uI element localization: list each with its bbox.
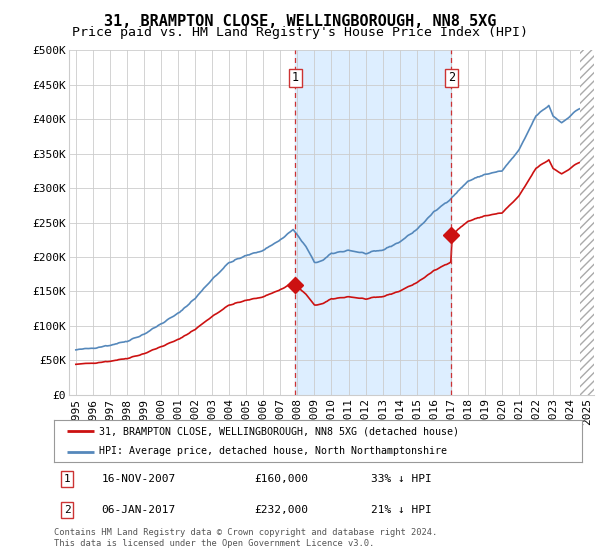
Text: 1: 1 bbox=[64, 474, 71, 484]
Bar bbox=[295, 50, 451, 395]
Text: 33% ↓ HPI: 33% ↓ HPI bbox=[371, 474, 431, 484]
Text: 06-JAN-2017: 06-JAN-2017 bbox=[101, 505, 176, 515]
Text: £160,000: £160,000 bbox=[254, 474, 308, 484]
Text: 2: 2 bbox=[448, 72, 455, 85]
Text: 21% ↓ HPI: 21% ↓ HPI bbox=[371, 505, 431, 515]
Text: 16-NOV-2007: 16-NOV-2007 bbox=[101, 474, 176, 484]
Text: Price paid vs. HM Land Registry's House Price Index (HPI): Price paid vs. HM Land Registry's House … bbox=[72, 26, 528, 39]
Text: 1: 1 bbox=[292, 72, 299, 85]
Text: 31, BRAMPTON CLOSE, WELLINGBOROUGH, NN8 5XG: 31, BRAMPTON CLOSE, WELLINGBOROUGH, NN8 … bbox=[104, 14, 496, 29]
Bar bbox=[580, 50, 594, 395]
Text: 31, BRAMPTON CLOSE, WELLINGBOROUGH, NN8 5XG (detached house): 31, BRAMPTON CLOSE, WELLINGBOROUGH, NN8 … bbox=[99, 426, 459, 436]
Text: HPI: Average price, detached house, North Northamptonshire: HPI: Average price, detached house, Nort… bbox=[99, 446, 447, 456]
Text: Contains HM Land Registry data © Crown copyright and database right 2024.
This d: Contains HM Land Registry data © Crown c… bbox=[54, 528, 437, 548]
Bar bbox=[580, 50, 594, 395]
Text: £232,000: £232,000 bbox=[254, 505, 308, 515]
Text: 2: 2 bbox=[64, 505, 71, 515]
